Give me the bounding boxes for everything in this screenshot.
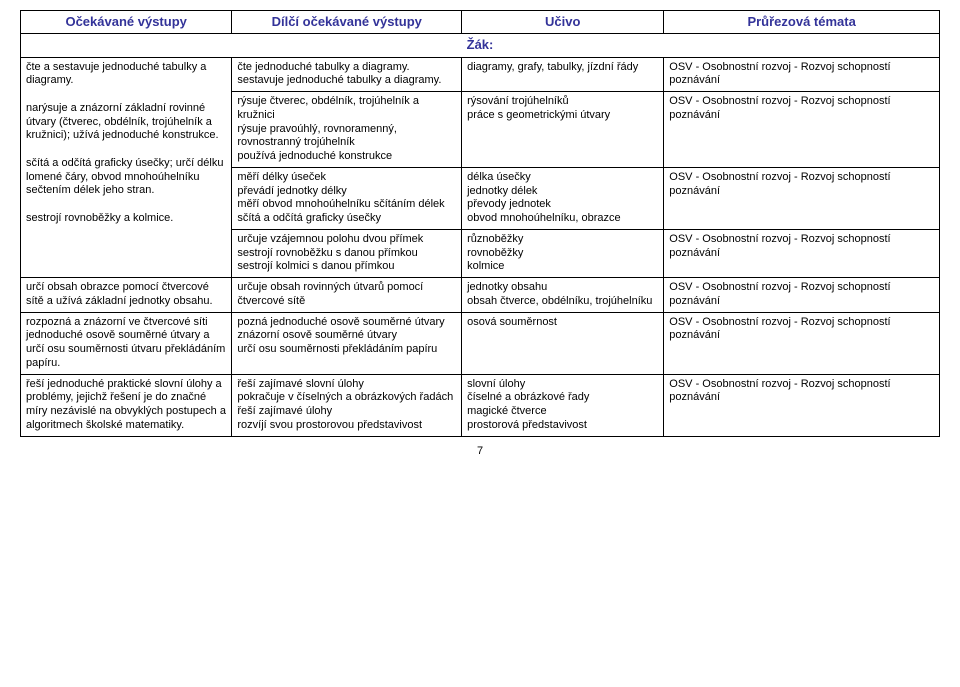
header-col2: Dílčí očekávané výstupy: [232, 11, 462, 34]
zak-label: Žák:: [21, 34, 940, 57]
col3-cell: diagramy, grafy, tabulky, jízdní řády: [462, 57, 664, 92]
col4-cell: OSV - Osobnostní rozvoj - Rozvoj schopno…: [664, 167, 940, 229]
col1-cell: rozpozná a znázorní ve čtvercové síti je…: [21, 312, 232, 374]
col1-cell: čte a sestavuje jednoduché tabulky a dia…: [21, 57, 232, 278]
col3-cell: délka úsečky jednotky délek převody jedn…: [462, 167, 664, 229]
col4-cell: OSV - Osobnostní rozvoj - Rozvoj schopno…: [664, 312, 940, 374]
table-row: řeší jednoduché praktické slovní úlohy a…: [21, 374, 940, 436]
header-col4: Průřezová témata: [664, 11, 940, 34]
table-row: určí obsah obrazce pomocí čtvercové sítě…: [21, 278, 940, 313]
col4-cell: OSV - Osobnostní rozvoj - Rozvoj schopno…: [664, 57, 940, 92]
col2-cell: pozná jednoduché osově souměrné útvary z…: [232, 312, 462, 374]
col3-cell: jednotky obsahu obsah čtverce, obdélníku…: [462, 278, 664, 313]
header-col1: Očekávané výstupy: [21, 11, 232, 34]
header-col3: Učivo: [462, 11, 664, 34]
col2-cell: určuje vzájemnou polohu dvou přímek sest…: [232, 229, 462, 277]
col1-cell: určí obsah obrazce pomocí čtvercové sítě…: [21, 278, 232, 313]
header-row: Očekávané výstupy Dílčí očekávané výstup…: [21, 11, 940, 34]
col3-cell: rýsování trojúhelníků práce s geometrick…: [462, 92, 664, 168]
col2-cell: rýsuje čtverec, obdélník, trojúhelník a …: [232, 92, 462, 168]
col2-cell: měří délky úseček převádí jednotky délky…: [232, 167, 462, 229]
col4-cell: OSV - Osobnostní rozvoj - Rozvoj schopno…: [664, 278, 940, 313]
col4-cell: OSV - Osobnostní rozvoj - Rozvoj schopno…: [664, 92, 940, 168]
col4-cell: OSV - Osobnostní rozvoj - Rozvoj schopno…: [664, 374, 940, 436]
curriculum-table: Očekávané výstupy Dílčí očekávané výstup…: [20, 10, 940, 437]
zak-row: Žák:: [21, 34, 940, 57]
col3-cell: různoběžky rovnoběžky kolmice: [462, 229, 664, 277]
table-row: čte a sestavuje jednoduché tabulky a dia…: [21, 57, 940, 92]
col3-cell: slovní úlohy číselné a obrázkové řady ma…: [462, 374, 664, 436]
col2-cell: řeší zajímavé slovní úlohy pokračuje v č…: [232, 374, 462, 436]
col1-cell: řeší jednoduché praktické slovní úlohy a…: [21, 374, 232, 436]
col3-cell: osová souměrnost: [462, 312, 664, 374]
table-body: čte a sestavuje jednoduché tabulky a dia…: [21, 57, 940, 436]
page-number: 7: [20, 445, 940, 457]
col4-cell: OSV - Osobnostní rozvoj - Rozvoj schopno…: [664, 229, 940, 277]
col2-cell: určuje obsah rovinných útvarů pomocí čtv…: [232, 278, 462, 313]
table-row: rozpozná a znázorní ve čtvercové síti je…: [21, 312, 940, 374]
col2-cell: čte jednoduché tabulky a diagramy. sesta…: [232, 57, 462, 92]
